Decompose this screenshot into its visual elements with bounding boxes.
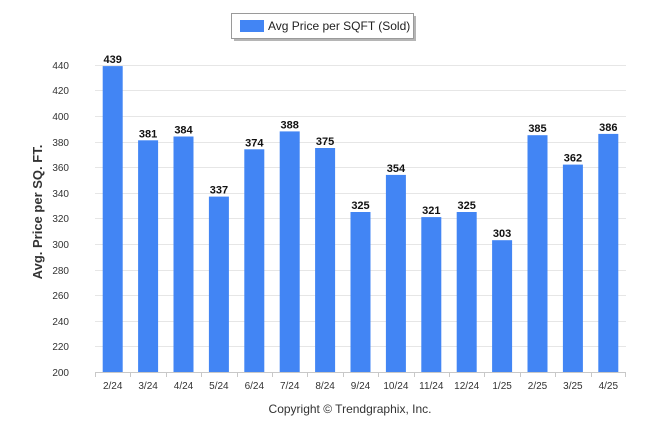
- legend: Avg Price per SQFT (Sold): [231, 13, 416, 41]
- bar: [492, 240, 513, 372]
- x-tick-label: 3/24: [138, 381, 158, 392]
- bar: [279, 131, 300, 372]
- bar-value-label: 321: [422, 205, 440, 217]
- x-tick-label: 8/24: [315, 381, 335, 392]
- bar: [138, 140, 159, 372]
- y-tick-label: 440: [52, 61, 69, 72]
- x-tick-label: 3/25: [563, 381, 583, 392]
- bar-value-label: 386: [599, 122, 617, 134]
- y-axis-ticks: 200 220 240 260 280 300 320 340 360 380 400 420 440: [52, 61, 69, 379]
- y-tick-label: 320: [52, 214, 69, 225]
- y-tick-label: 260: [52, 291, 69, 302]
- y-tick-label: 200: [52, 368, 69, 379]
- y-tick-label: 220: [52, 342, 69, 353]
- bar-value-label: 385: [528, 123, 546, 135]
- bar: [598, 133, 619, 372]
- data-labels: 439 381 384 337 374 388 375 325 354 321 325 303 385 3…: [104, 54, 618, 240]
- x-tick-label: 4/25: [599, 381, 619, 392]
- x-tick-label: 4/24: [174, 381, 194, 392]
- x-tick-label: 2/25: [528, 381, 548, 392]
- bar: [456, 212, 477, 372]
- bar-value-label: 439: [104, 54, 122, 66]
- bar-value-label: 375: [316, 136, 334, 148]
- bar-value-label: 388: [281, 119, 299, 131]
- x-axis-ticks: 2/24 3/24 4/24 5/24 6/24 7/24 8/24 9/24 10/24 11/…: [95, 372, 626, 392]
- bar: [315, 148, 336, 372]
- legend-label: Avg Price per SQFT (Sold): [268, 19, 410, 33]
- x-tick-label: 12/24: [454, 381, 479, 392]
- bar: [208, 196, 229, 372]
- legend-swatch: [240, 20, 264, 32]
- bar: [350, 212, 371, 372]
- bar-value-label: 337: [210, 185, 228, 197]
- bar-value-label: 384: [174, 125, 193, 137]
- bar: [102, 66, 123, 372]
- y-tick-label: 400: [52, 112, 69, 123]
- bar-value-label: 303: [493, 228, 511, 240]
- bar: [244, 149, 265, 372]
- copyright-credit: Copyright © Trendgraphix, Inc.: [269, 402, 432, 416]
- bar-value-label: 362: [564, 153, 582, 165]
- y-tick-label: 360: [52, 163, 69, 174]
- y-tick-label: 280: [52, 266, 69, 277]
- y-tick-label: 300: [52, 240, 69, 251]
- x-tick-label: 5/24: [209, 381, 229, 392]
- x-tick-label: 2/24: [103, 381, 123, 392]
- y-tick-label: 340: [52, 189, 69, 200]
- bar-value-label: 325: [351, 200, 369, 212]
- bar-value-label: 374: [245, 137, 264, 149]
- x-tick-label: 9/24: [351, 381, 371, 392]
- bar-value-label: 325: [458, 200, 476, 212]
- bar: [173, 136, 194, 372]
- x-tick-label: 6/24: [245, 381, 265, 392]
- x-tick-label: 10/24: [383, 381, 408, 392]
- y-tick-label: 380: [52, 138, 69, 149]
- x-tick-label: 7/24: [280, 381, 300, 392]
- y-axis-label: Avg. Price per SQ. FT.: [30, 145, 45, 280]
- bars: [102, 66, 619, 372]
- bar: [421, 217, 442, 372]
- bar-value-label: 354: [387, 163, 406, 175]
- x-tick-label: 11/24: [419, 381, 444, 392]
- bar: [385, 174, 406, 372]
- x-tick-label: 1/25: [492, 381, 512, 392]
- bar-value-label: 381: [139, 128, 157, 140]
- y-tick-label: 240: [52, 317, 69, 328]
- y-tick-label: 420: [52, 86, 69, 97]
- bar: [562, 164, 583, 372]
- bar: [527, 135, 548, 372]
